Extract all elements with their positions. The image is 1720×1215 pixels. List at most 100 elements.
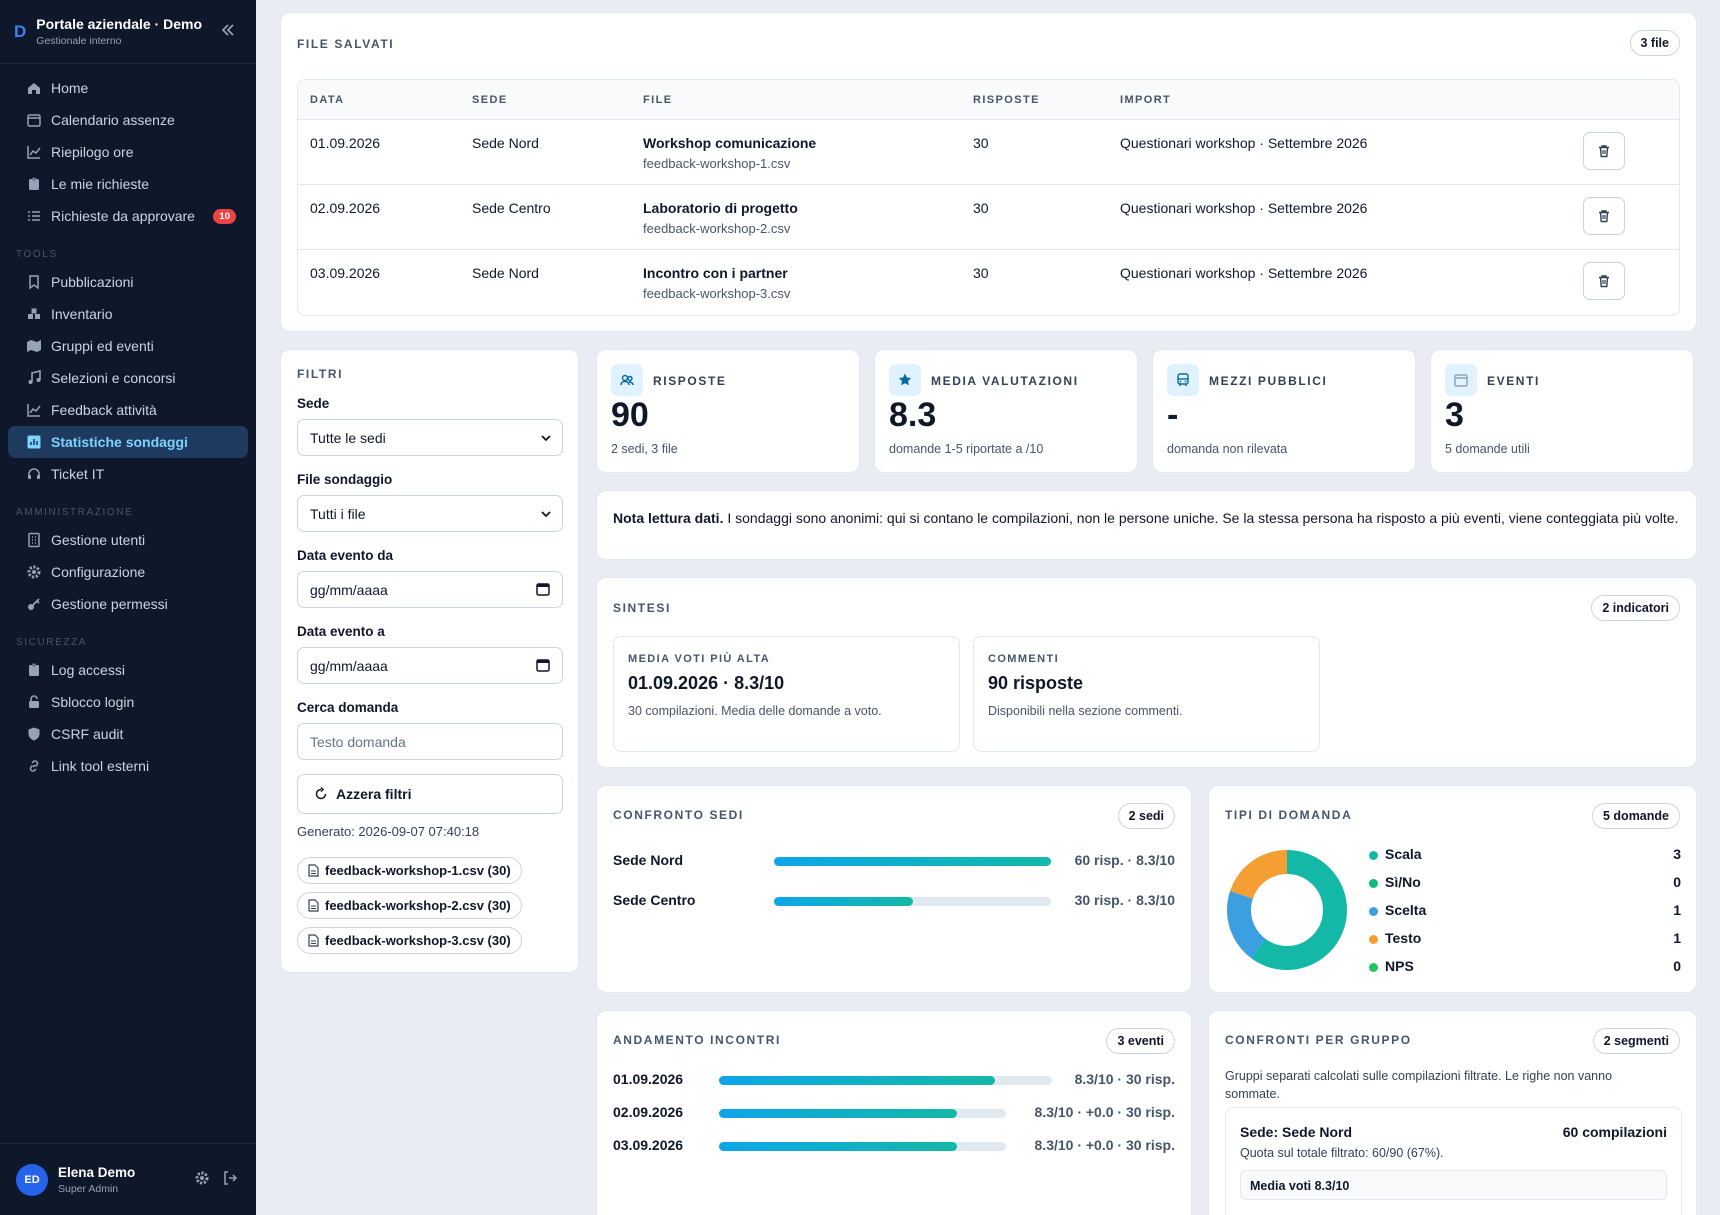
logout-icon[interactable] [222, 1170, 238, 1186]
col-import: IMPORT [1120, 94, 1172, 106]
note-text: I sondaggi sono anonimi: qui si contano … [723, 510, 1679, 526]
reset-filters-button[interactable]: Azzera filtri [297, 774, 563, 814]
reset-filters-label: Azzera filtri [336, 786, 412, 802]
music-icon [28, 370, 41, 384]
sidebar-item-pubblicazioni[interactable]: Pubblicazioni [8, 266, 248, 298]
sidebar-item-gestione-utenti[interactable]: Gestione utenti [8, 524, 248, 556]
legend-count: 1 [1673, 902, 1681, 918]
file-chip[interactable]: feedback-workshop-2.csv (30) [297, 892, 522, 919]
sidebar-item-le-mie-richieste[interactable]: Le mie richieste [8, 168, 248, 200]
delete-file-button[interactable] [1583, 132, 1625, 170]
col-date: DATA [310, 94, 345, 106]
sidebar-item-sblocco-login[interactable]: Sblocco login [8, 686, 248, 718]
sidebar-item-label: Selezioni e concorsi [51, 370, 176, 386]
site-select-value: Tutte le sedi [310, 429, 386, 446]
sidebar-item-gestione-permessi[interactable]: Gestione permessi [8, 588, 248, 620]
sidebar-item-riepilogo-ore[interactable]: Riepilogo ore [8, 136, 248, 168]
sidebar-item-label: Le mie richieste [51, 176, 150, 192]
trash-icon [1599, 275, 1609, 288]
files-count-badge: 3 file [1629, 30, 1680, 56]
sites-count-badge: 2 sedi [1117, 803, 1175, 829]
summary-title: SINTESI [613, 601, 671, 615]
sidebar-item-gruppi-ed-eventi[interactable]: Gruppi ed eventi [8, 330, 248, 362]
legend-item: Scelta 1 [1369, 902, 1681, 920]
collapse-sidebar-icon[interactable] [218, 20, 238, 40]
calendar-icon[interactable] [536, 658, 550, 672]
trend-bar-fill [719, 1142, 958, 1151]
summary-box-value: 90 risposte [988, 673, 1084, 693]
table-row: 01.09.2026 Sede Nord Workshop comunicazi… [298, 120, 1679, 185]
site-select[interactable]: Tutte le sedi [297, 419, 563, 456]
date-to-label: Data evento a [297, 624, 385, 639]
legend-count: 3 [1673, 846, 1681, 862]
sidebar-item-log-accessi[interactable]: Log accessi [8, 654, 248, 686]
link-icon [29, 760, 39, 772]
site-bar-track [774, 857, 1051, 866]
search-question-input[interactable]: Testo domanda [297, 723, 563, 760]
sidebar-item-label: Sblocco login [51, 694, 135, 710]
legend-label: Scelta [1385, 902, 1427, 918]
file-chip-label: feedback-workshop-3.csv (30) [325, 933, 511, 948]
legend-dot [1369, 934, 1378, 944]
sidebar-item-richieste-da-approvare[interactable]: Richieste da approvare 10 [8, 200, 248, 232]
sidebar-item-inventario[interactable]: Inventario [8, 298, 248, 330]
date-from-input[interactable]: gg/mm/aaaa [297, 571, 563, 608]
headset-icon [28, 468, 40, 479]
groups-count-badge: 2 segmenti [1592, 1028, 1680, 1054]
file-chip[interactable]: feedback-workshop-3.csv (30) [297, 927, 522, 954]
segment-total: 60 compilazioni [1562, 1124, 1667, 1140]
trend-bar-track [719, 1109, 1006, 1118]
cell-file-path: feedback-workshop-3.csv [643, 286, 791, 301]
sidebar-item-label: Richieste da approvare [51, 208, 195, 224]
sidebar-item-label: Inventario [51, 306, 113, 322]
sidebar-item-label: Feedback attività [51, 402, 157, 418]
trash-icon [1599, 210, 1609, 223]
sidebar-item-csrf-audit[interactable]: CSRF audit [8, 718, 248, 750]
gear-icon[interactable] [194, 1170, 210, 1186]
generated-timestamp: Generato: 2026-09-07 07:40:18 [297, 824, 480, 839]
sidebar-item-statistiche-sondaggi[interactable]: Statistiche sondaggi [8, 426, 248, 458]
date-to-input[interactable]: gg/mm/aaaa [297, 647, 563, 684]
app-subtitle: Gestionale interno [36, 35, 122, 47]
legend-label: Sì/No [1385, 874, 1421, 890]
stat-sub: domanda non rilevata [1167, 442, 1288, 456]
legend-count: 1 [1673, 930, 1681, 946]
site-bar-fill [774, 897, 913, 906]
trend-bar-label: 03.09.2026 [613, 1137, 684, 1153]
sidebar-item-configurazione[interactable]: Configurazione [8, 556, 248, 588]
delete-file-button[interactable] [1583, 197, 1625, 235]
sidebar-item-selezioni-e-concorsi[interactable]: Selezioni e concorsi [8, 362, 248, 394]
file-select[interactable]: Tutti i file [297, 495, 563, 532]
segment-metric-value: Media voti 8.3/10 [1250, 1179, 1350, 1193]
site-filter-label: Sede [297, 396, 330, 411]
sidebar-item-home[interactable]: Home [8, 72, 248, 104]
stat-sub: 5 domande utili [1445, 442, 1530, 456]
calendar-icon[interactable] [536, 582, 550, 596]
summary-box-desc: 30 compilazioni. Media delle domande a v… [628, 704, 882, 718]
trend-bar-value: 8.3/10 · +0.0 · 30 risp. [1034, 1137, 1175, 1153]
stat-card-risposte: RISPOSTE 90 2 sedi, 3 file [596, 349, 860, 473]
sidebar-item-label: Gruppi ed eventi [51, 338, 154, 354]
stat-card-eventi: EVENTI 3 5 domande utili [1430, 349, 1694, 473]
summary-count-badge: 2 indicatori [1591, 595, 1680, 621]
sidebar-item-ticket-it[interactable]: Ticket IT [8, 458, 248, 490]
site-bar-label: Sede Centro [613, 892, 696, 908]
avatar[interactable]: ED [16, 1163, 48, 1196]
sidebar-item-calendario-assenze[interactable]: Calendario assenze [8, 104, 248, 136]
cell-import: Questionari workshop · Settembre 2026 [1120, 265, 1368, 281]
user-role: Super Admin [58, 1182, 119, 1195]
summary-box-comments: COMMENTI 90 risposte Disponibili nella s… [973, 636, 1320, 752]
calendar-icon [27, 114, 41, 127]
stat-label: MEDIA VALUTAZIONI [931, 374, 1079, 388]
sidebar-item-link-tool-esterni[interactable]: Link tool esterni [8, 750, 248, 782]
building-icon [28, 532, 40, 548]
app-title: Portale aziendale · Demo [36, 16, 202, 32]
legend-dot [1369, 878, 1378, 888]
sidebar-item-feedback-attività[interactable]: Feedback attività [8, 394, 248, 426]
segment-name: Sede: Sede Nord [1240, 1124, 1353, 1140]
file-filter-label: File sondaggio [297, 472, 393, 487]
file-chip[interactable]: feedback-workshop-1.csv (30) [297, 857, 522, 884]
delete-file-button[interactable] [1583, 262, 1625, 300]
stat-value: - [1167, 396, 1179, 434]
cell-responses: 30 [973, 135, 989, 151]
